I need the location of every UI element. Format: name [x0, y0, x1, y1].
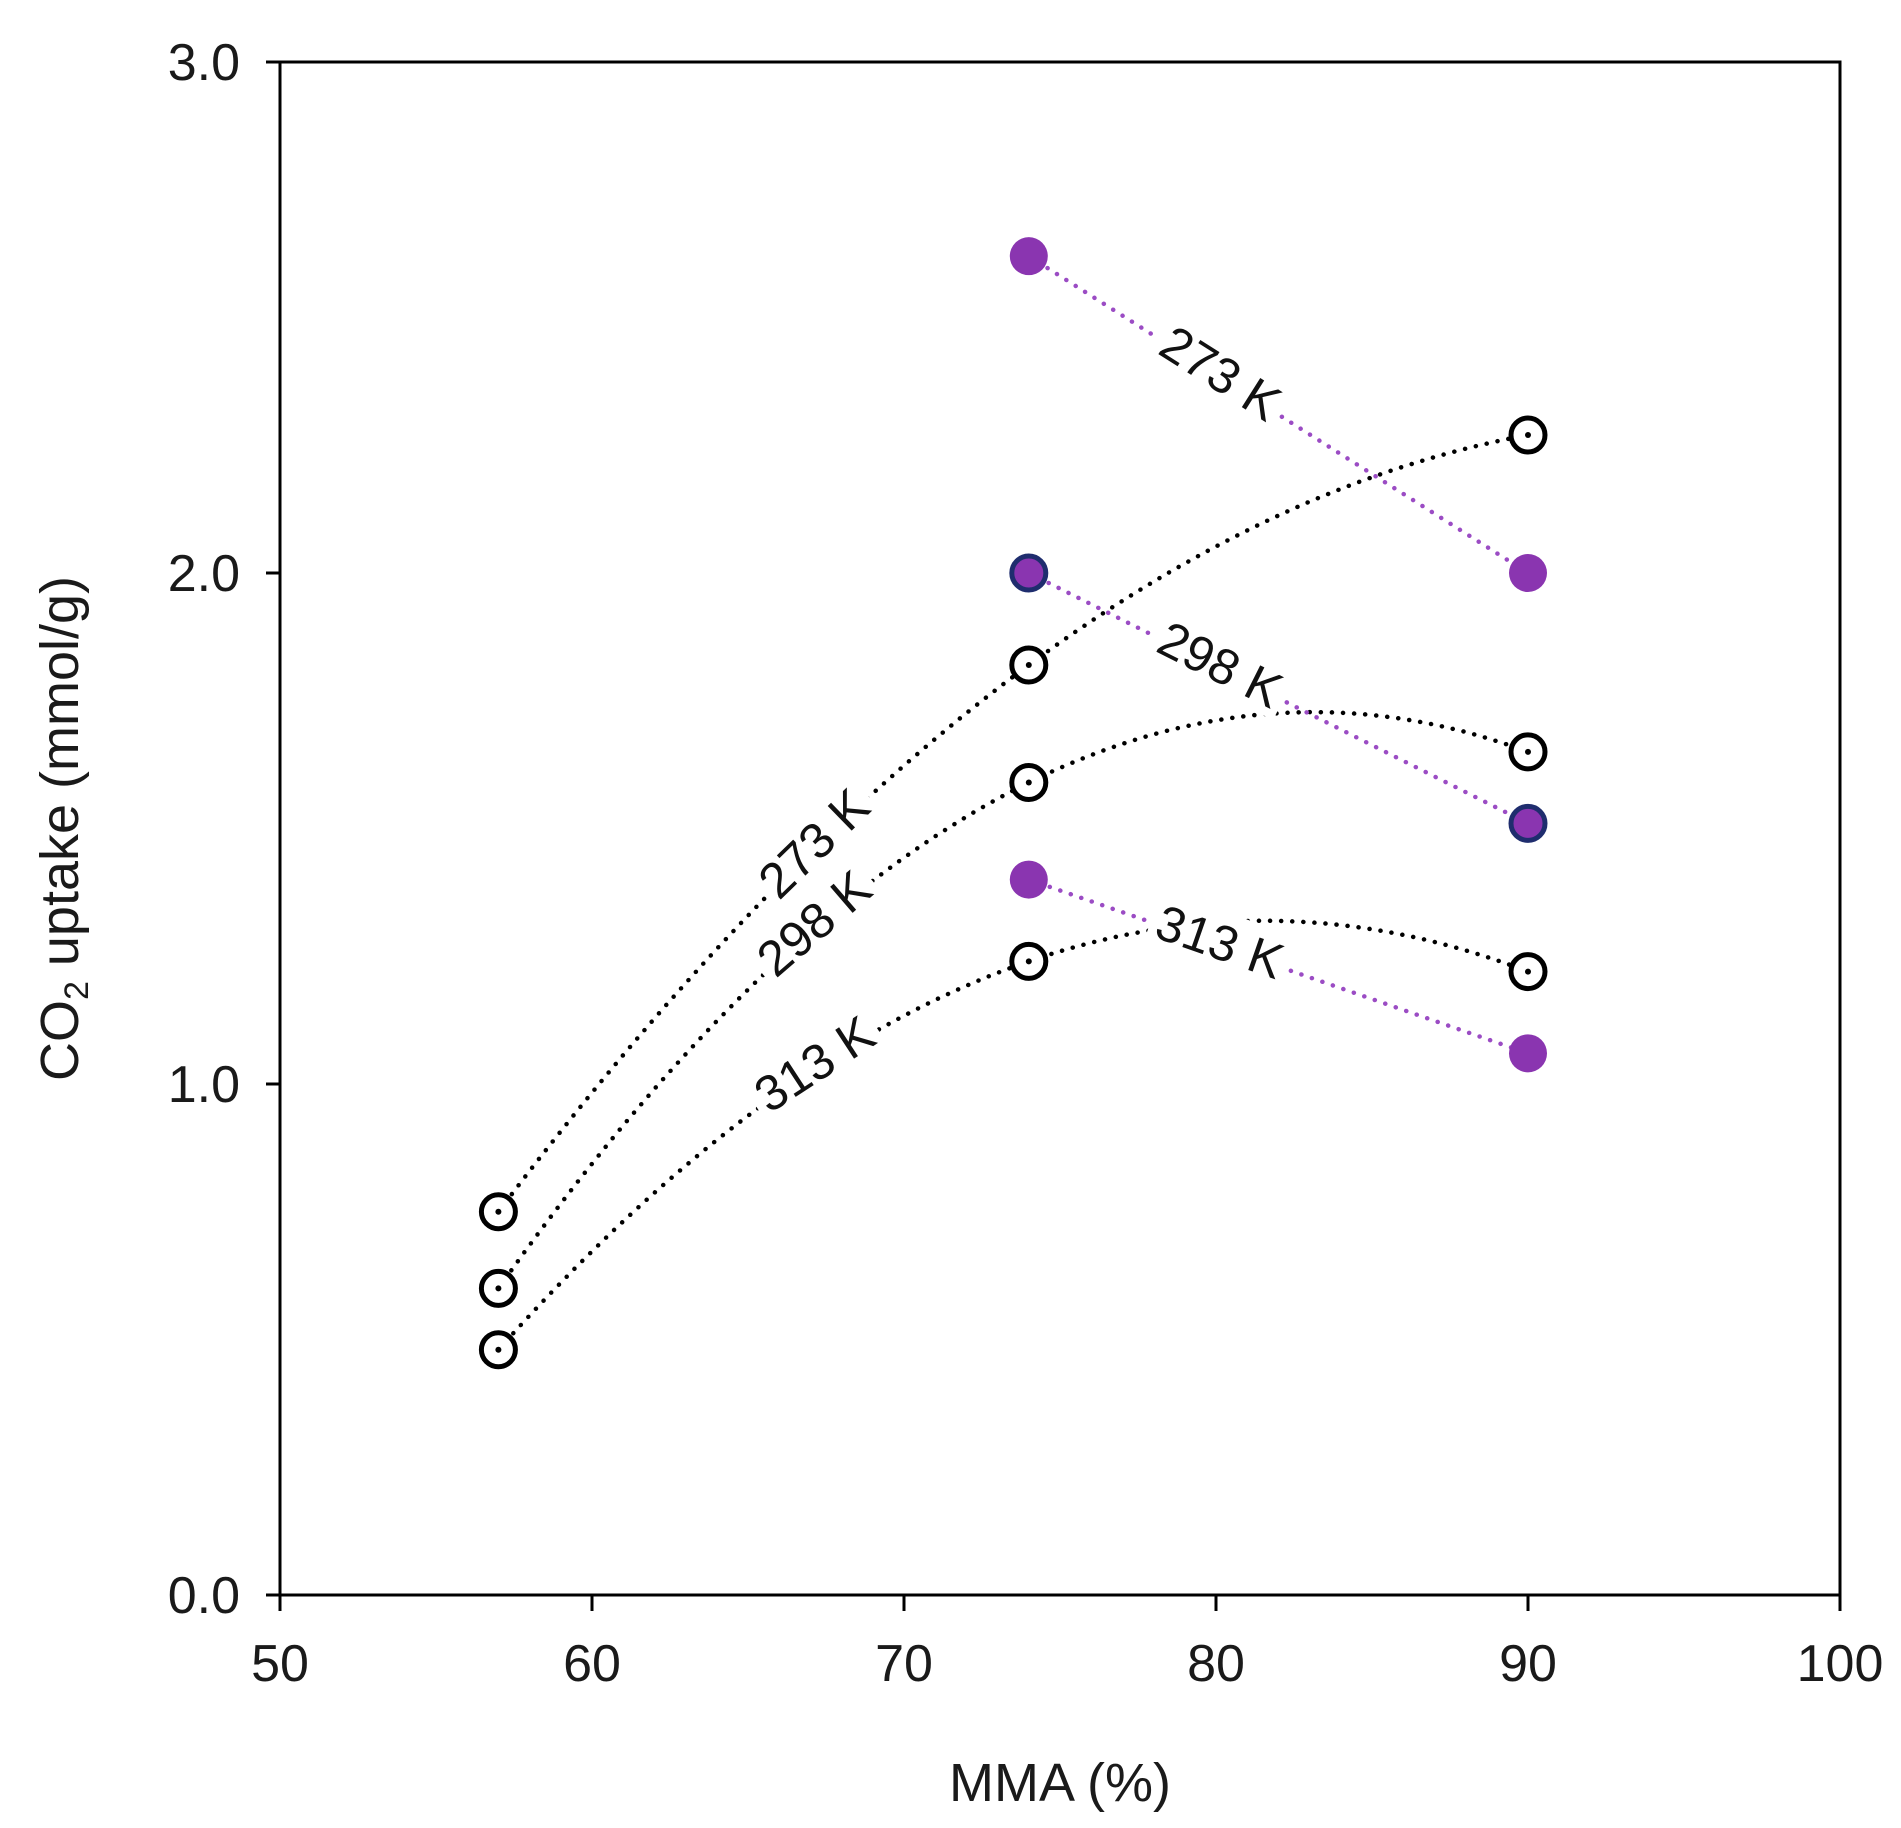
y-tick-label: 1.0 — [168, 1056, 240, 1114]
y-tick-label: 3.0 — [168, 34, 240, 92]
y-axis-title-subscript: 2 — [58, 981, 96, 1000]
data-point-filled-298-k — [1009, 553, 1049, 593]
data-point-filled-298-k — [1508, 803, 1548, 843]
y-axis-title: CO2 uptake (mmol/g) — [30, 576, 96, 1081]
data-point-center — [1025, 779, 1032, 786]
data-point-filled-313-k — [1009, 860, 1048, 899]
y-tick-label: 0.0 — [168, 1567, 240, 1625]
data-point-filled-313-k — [1509, 1034, 1547, 1073]
data-markers — [478, 237, 1548, 1370]
label-bg — [1145, 309, 1298, 434]
x-tick-label: 100 — [1797, 1635, 1884, 1693]
axis-ticks: 50 60 70 80 90 100 0.0 1.0 2.0 3.0 — [168, 34, 1884, 1693]
label-bg — [1144, 605, 1299, 721]
trend-line-filled-273-k — [1026, 253, 1531, 576]
label-bg — [737, 999, 889, 1126]
x-tick-label: 80 — [1187, 1635, 1245, 1693]
y-axis-title-co: CO — [30, 1000, 90, 1081]
y-tick-label: 2.0 — [168, 545, 240, 603]
x-axis-title: MMA (%) — [949, 1753, 1171, 1813]
data-point-center — [1525, 748, 1531, 755]
data-point-center — [1525, 432, 1531, 439]
plot-area-frame — [278, 60, 1842, 1597]
label-bg — [1143, 889, 1298, 991]
x-tick-label: 70 — [875, 1635, 933, 1693]
data-point-filled-273-k — [1009, 237, 1048, 276]
data-point-center — [495, 1285, 502, 1292]
y-axis-title-rest: uptake (mmol/g) — [30, 576, 90, 981]
data-point-center — [1025, 661, 1032, 668]
x-tick-label: 60 — [563, 1635, 621, 1693]
x-tick-label: 90 — [1499, 1635, 1557, 1693]
data-point-center — [1025, 958, 1032, 965]
label-bg — [741, 771, 884, 913]
data-point-center — [495, 1346, 502, 1353]
data-point-center — [495, 1208, 502, 1215]
label-bg — [739, 853, 886, 991]
trend-line-open-313-k — [496, 918, 1531, 1352]
data-point-filled-273-k — [1509, 554, 1547, 592]
x-tick-label: 50 — [251, 1635, 309, 1693]
data-point-center — [1525, 968, 1531, 975]
